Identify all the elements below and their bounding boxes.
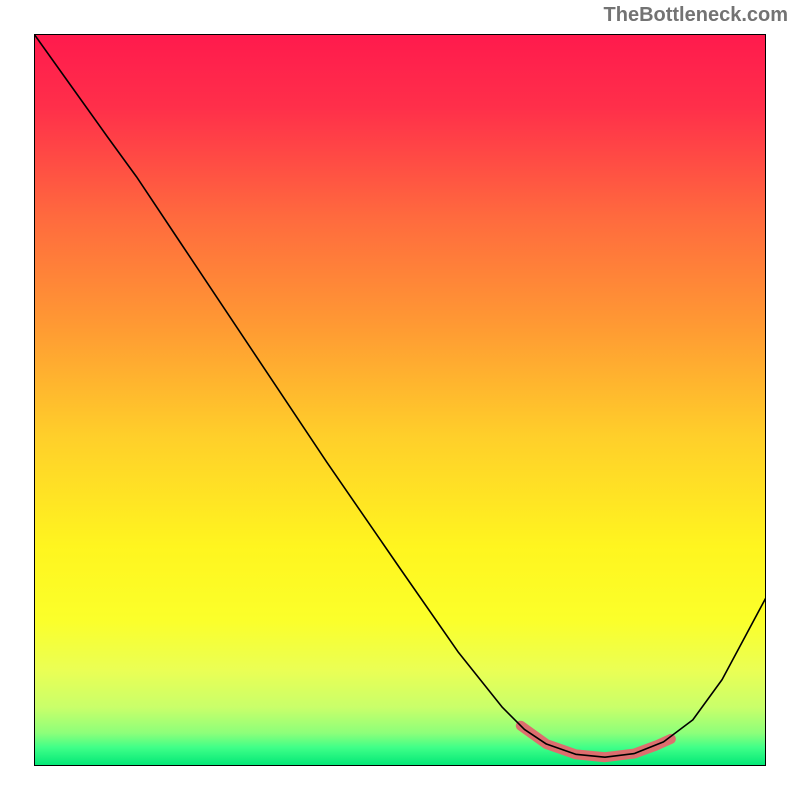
watermark-text: TheBottleneck.com bbox=[604, 4, 788, 27]
plot-area bbox=[34, 34, 766, 766]
chart-container: TheBottleneck.com bbox=[0, 0, 800, 800]
chart-svg bbox=[34, 34, 766, 766]
gradient-background bbox=[34, 34, 766, 766]
